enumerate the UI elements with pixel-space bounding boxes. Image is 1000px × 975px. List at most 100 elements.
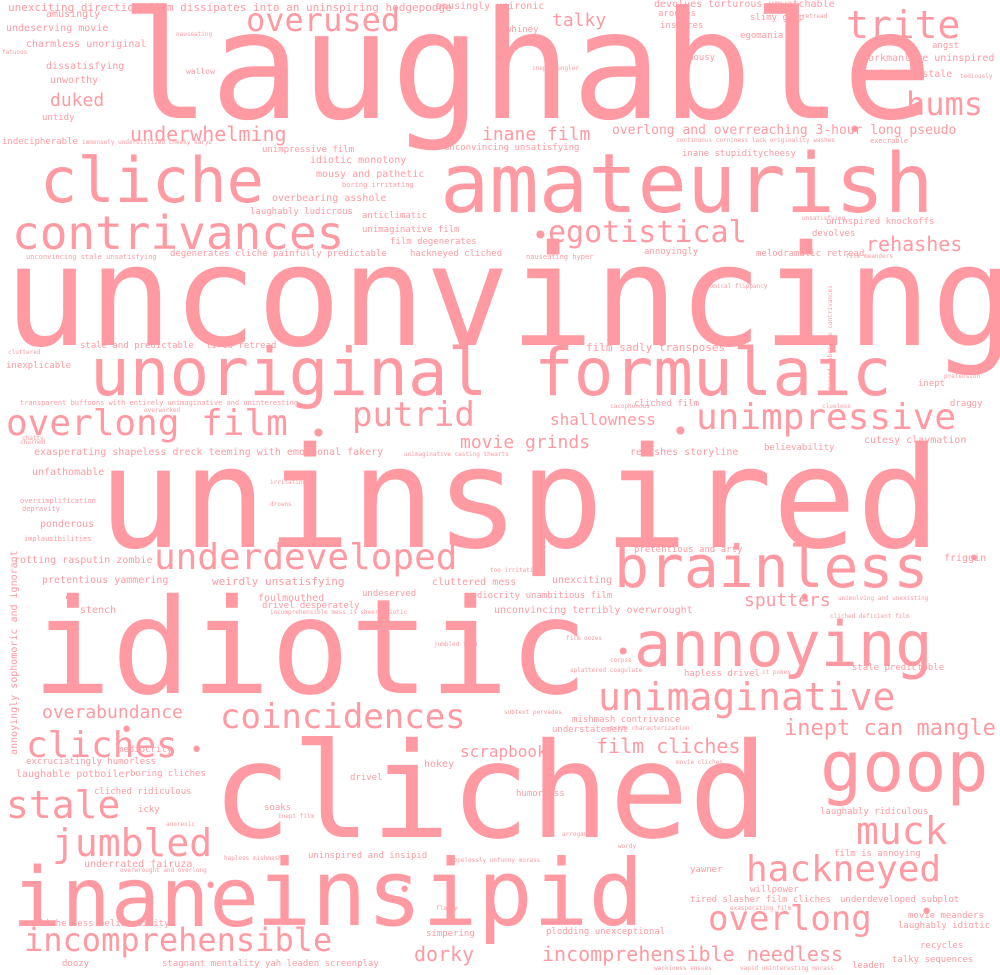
word: corpse <box>610 657 632 664</box>
word: cliched film <box>634 399 700 409</box>
word: mediocrity unambitious film <box>466 591 613 601</box>
word: overlong film <box>6 403 288 444</box>
word: unconvincing unsatisfying <box>444 143 580 153</box>
word: formulaic <box>534 334 892 411</box>
word: believability <box>764 443 835 453</box>
word: incomprehensible needless <box>542 942 844 966</box>
word: recycles <box>920 941 964 951</box>
word: slimy glop <box>750 13 805 23</box>
word: splattered coagulate <box>570 667 643 674</box>
word: trite characterization <box>610 725 690 732</box>
word: churned <box>20 439 46 446</box>
word: hackneyed cliched <box>410 249 503 259</box>
word: subtext pervades <box>504 709 562 716</box>
word: humorless <box>516 789 565 799</box>
word: overlong <box>708 899 872 939</box>
word: hapless mishmash <box>224 855 282 862</box>
word: cliched deficient film <box>830 613 910 620</box>
word: wackiness ensues <box>654 965 712 972</box>
word: dorky <box>414 942 475 966</box>
word: tediously <box>960 73 993 80</box>
word: pretentious yammering <box>42 575 169 586</box>
word: unconvincing stale unsatisfying <box>26 253 157 261</box>
word: friggin <box>944 553 987 564</box>
word: melodramatic retread <box>756 249 865 259</box>
word: charmless unoriginal <box>26 39 147 50</box>
word: annoying <box>634 608 933 681</box>
dot: • <box>190 738 204 763</box>
word: hapless drivel <box>684 669 760 679</box>
word: drivel desperately <box>262 601 360 611</box>
word: overbearing asshole <box>272 193 387 204</box>
word: leaden <box>852 961 885 971</box>
word: unconvincing terribly overwrought <box>494 605 693 616</box>
dot: • <box>60 294 73 318</box>
word: movie meanders <box>908 911 984 921</box>
word: inept <box>918 379 946 389</box>
dot: • <box>616 638 631 666</box>
word: film is annoying <box>834 849 921 859</box>
word: muck <box>856 809 948 853</box>
word: stale <box>6 783 121 827</box>
word: film cliches <box>596 734 741 758</box>
word: overwrought and overlong <box>120 867 207 874</box>
word: idiotic monotony <box>310 155 407 166</box>
word: undeserving movie <box>6 23 109 34</box>
word: cliche <box>40 144 264 217</box>
word: comical flippancy <box>706 283 768 290</box>
word: cliche less believability <box>34 919 170 929</box>
word: retread <box>802 13 828 20</box>
word: chatty <box>22 435 44 442</box>
word: hokey <box>424 759 455 770</box>
word: unworthy <box>50 75 99 86</box>
word: devolves torturous unwatchable <box>654 0 835 10</box>
word: unexciting direction film dissipates int… <box>8 1 452 14</box>
word: sputters <box>744 590 831 611</box>
dot: • <box>62 584 78 614</box>
word: devolves <box>812 229 856 239</box>
dot: • <box>120 718 134 743</box>
word: underdeveloped subplot <box>840 895 960 905</box>
word: annoyingly sophomoric and ignorant <box>9 550 20 755</box>
word: insipid <box>256 840 644 947</box>
word: unsatisfying <box>802 215 846 222</box>
word: ponderous <box>40 519 95 530</box>
dot: • <box>398 878 412 903</box>
word: undeserved <box>362 589 417 599</box>
word: whiney <box>506 25 539 35</box>
word: overlong and overreaching 3-hour long ps… <box>612 123 957 138</box>
word: plodding unexceptional <box>546 927 666 937</box>
word: uninspired knockoffs <box>826 217 935 227</box>
word: weirdly unsatisfying <box>212 575 345 588</box>
word: immensely underutilized cheeky karyo <box>82 139 213 146</box>
word: cluttered <box>8 349 41 356</box>
word: angst <box>932 41 960 51</box>
word: dissatisfying <box>46 61 125 72</box>
word: overworked <box>144 407 181 414</box>
word: film sadly transposes <box>586 341 726 354</box>
word: stench <box>80 605 117 616</box>
word: trite <box>846 3 961 47</box>
word: amusingly <box>46 9 101 20</box>
word: overused <box>246 1 401 39</box>
word: film degenerates <box>390 237 477 247</box>
word: understatement <box>552 725 628 735</box>
word: talky <box>552 10 607 31</box>
dot: • <box>798 586 812 611</box>
word: unimolving and unexisting <box>838 595 929 602</box>
word: pretentious and arty <box>634 545 743 555</box>
word: nauseating <box>176 31 213 38</box>
word: willpower <box>750 885 799 895</box>
word: anticlimatic <box>362 211 428 221</box>
word: coincidences <box>220 697 466 737</box>
word: cliched <box>212 715 769 869</box>
word: inane <box>12 851 259 946</box>
word: underwhelming <box>130 122 287 146</box>
word: inane film <box>482 124 591 145</box>
word: exasperating shapeless dreck teeming wit… <box>34 447 384 458</box>
word: excruciatingly humorless <box>26 757 157 767</box>
word: doozy <box>62 959 90 969</box>
word: moaned fabricate contrivances <box>827 285 834 390</box>
word: icky <box>138 805 160 815</box>
